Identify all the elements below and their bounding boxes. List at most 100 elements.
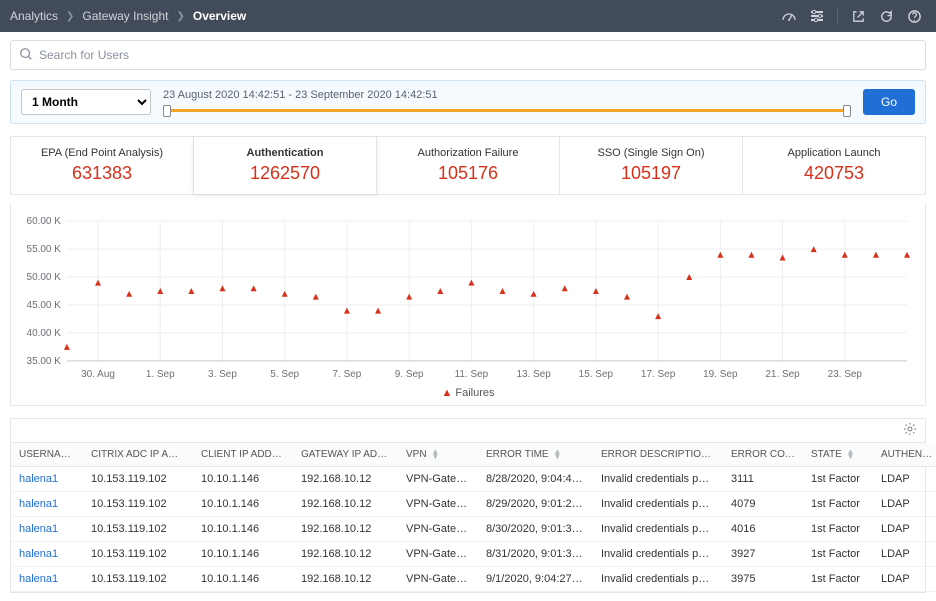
stat-card-4[interactable]: Application Launch 420753: [743, 137, 925, 194]
col-client-ip-address[interactable]: CLIENT IP ADDRESS ▲▼: [193, 443, 293, 467]
svg-text:15. Sep: 15. Sep: [579, 369, 614, 380]
col-state[interactable]: STATE ▲▼: [803, 443, 873, 467]
go-button[interactable]: Go: [863, 89, 915, 115]
refresh-icon[interactable]: [874, 4, 898, 28]
cell: 10.10.1.146: [193, 467, 293, 492]
svg-text:30. Aug: 30. Aug: [81, 369, 115, 380]
table-row[interactable]: halena110.153.119.10210.10.1.146192.168.…: [11, 492, 936, 517]
table-row[interactable]: halena110.153.119.10210.10.1.146192.168.…: [11, 542, 936, 567]
external-link-icon[interactable]: [846, 4, 870, 28]
range-select[interactable]: 1 Month: [21, 89, 151, 115]
cell[interactable]: halena1: [11, 567, 83, 592]
cell: Invalid credentials passed: [593, 467, 723, 492]
range-slider: 23 August 2020 14:42:51 - 23 September 2…: [163, 89, 851, 115]
cell: 4016: [723, 517, 803, 542]
stat-card-0[interactable]: EPA (End Point Analysis)631383: [11, 137, 194, 194]
stat-value: 105197: [564, 163, 738, 184]
search-input[interactable]: [39, 48, 917, 62]
data-table: USERNAME ▲▼CITRIX ADC IP ADDRESS ▲▼CLIEN…: [11, 443, 936, 592]
search-bar[interactable]: [10, 40, 926, 70]
table-toolbar: [11, 419, 925, 443]
cell: 8/29/2020, 9:01:20 PM: [478, 492, 593, 517]
stat-value: 105176: [381, 163, 555, 184]
cell: 1st Factor: [803, 467, 873, 492]
breadcrumb: Analytics ❯ Gateway Insight ❯ Overview: [10, 9, 246, 23]
slider-line: [169, 109, 845, 112]
gear-icon[interactable]: [903, 422, 917, 439]
cell: Invalid credentials passed: [593, 517, 723, 542]
breadcrumb-gateway-insight[interactable]: Gateway Insight: [82, 9, 168, 23]
cell: 10.153.119.102: [83, 467, 193, 492]
table-header-row: USERNAME ▲▼CITRIX ADC IP ADDRESS ▲▼CLIEN…: [11, 443, 936, 467]
cell[interactable]: halena1: [11, 467, 83, 492]
cell: 8/28/2020, 9:04:44 PM: [478, 467, 593, 492]
cell[interactable]: halena1: [11, 492, 83, 517]
cell: Invalid credentials passed: [593, 567, 723, 592]
table-row[interactable]: halena110.153.119.10210.10.1.146192.168.…: [11, 467, 936, 492]
chart-area: 35.00 K40.00 K45.00 K50.00 K55.00 K60.00…: [10, 203, 926, 406]
svg-text:21. Sep: 21. Sep: [765, 369, 800, 380]
stat-value: 631383: [15, 163, 189, 184]
topbar: Analytics ❯ Gateway Insight ❯ Overview: [0, 0, 936, 32]
range-select-wrap: 1 Month: [21, 89, 151, 115]
cell: Invalid credentials passed: [593, 492, 723, 517]
legend-label: Failures: [455, 387, 494, 399]
cell: 1st Factor: [803, 492, 873, 517]
cell: 10.10.1.146: [193, 517, 293, 542]
chart-legend: ▲ Failures: [19, 387, 917, 399]
gauge-icon[interactable]: [777, 4, 801, 28]
stat-card-3[interactable]: SSO (Single Sign On) 105197: [560, 137, 743, 194]
svg-text:13. Sep: 13. Sep: [516, 369, 551, 380]
stats-row: EPA (End Point Analysis)631383Authentica…: [10, 136, 926, 195]
svg-text:19. Sep: 19. Sep: [703, 369, 738, 380]
cell: Invalid credentials passed: [593, 542, 723, 567]
help-icon[interactable]: [902, 4, 926, 28]
col-error-description[interactable]: ERROR DESCRIPTION ▲▼: [593, 443, 723, 467]
cell: 192.168.10.12: [293, 542, 398, 567]
cell: 4079: [723, 492, 803, 517]
col-vpn[interactable]: VPN ▲▼: [398, 443, 478, 467]
svg-text:11. Sep: 11. Sep: [455, 369, 489, 380]
cell: LDAP: [873, 517, 936, 542]
svg-text:5. Sep: 5. Sep: [270, 369, 299, 380]
range-label: 23 August 2020 14:42:51 - 23 September 2…: [163, 89, 851, 101]
svg-text:60.00 K: 60.00 K: [27, 216, 62, 227]
table-row[interactable]: halena110.153.119.10210.10.1.146192.168.…: [11, 517, 936, 542]
slider-handle-end[interactable]: [843, 105, 851, 117]
svg-text:45.00 K: 45.00 K: [27, 300, 62, 311]
failures-chart: 35.00 K40.00 K45.00 K50.00 K55.00 K60.00…: [19, 213, 917, 383]
svg-text:40.00 K: 40.00 K: [27, 328, 62, 339]
content: 1 Month 23 August 2020 14:42:51 - 23 Sep…: [0, 32, 936, 601]
cell: VPN-Gateway: [398, 517, 478, 542]
chevron-right-icon: ❯: [66, 11, 74, 22]
col-authentication[interactable]: AUTHENTICATION ▲▼: [873, 443, 936, 467]
cell: 1st Factor: [803, 517, 873, 542]
cell[interactable]: halena1: [11, 542, 83, 567]
cell: LDAP: [873, 467, 936, 492]
cell: 3975: [723, 567, 803, 592]
svg-text:50.00 K: 50.00 K: [27, 272, 62, 283]
breadcrumb-analytics[interactable]: Analytics: [10, 9, 58, 23]
col-username[interactable]: USERNAME ▲▼: [11, 443, 83, 467]
settings-sliders-icon[interactable]: [805, 4, 829, 28]
slider-handle-start[interactable]: [163, 105, 171, 117]
cell[interactable]: halena1: [11, 517, 83, 542]
cell: 3927: [723, 542, 803, 567]
cell: 10.153.119.102: [83, 517, 193, 542]
stat-title: SSO (Single Sign On): [564, 147, 738, 159]
table-body: halena110.153.119.10210.10.1.146192.168.…: [11, 467, 936, 592]
col-gateway-ip-address[interactable]: GATEWAY IP ADDRESS ▲▼: [293, 443, 398, 467]
breadcrumb-overview: Overview: [193, 9, 246, 23]
col-error-time[interactable]: ERROR TIME ▲▼: [478, 443, 593, 467]
slider-track: [163, 105, 851, 115]
stat-title: Application Launch: [747, 147, 921, 159]
svg-text:3. Sep: 3. Sep: [208, 369, 237, 380]
table-row[interactable]: halena110.153.119.10210.10.1.146192.168.…: [11, 567, 936, 592]
stat-value: 1262570: [198, 163, 372, 184]
svg-text:17. Sep: 17. Sep: [641, 369, 676, 380]
stat-card-2[interactable]: Authorization Failure105176: [377, 137, 560, 194]
stat-value: 420753: [747, 163, 921, 184]
col-error-count[interactable]: ERROR COUNT ▲▼: [723, 443, 803, 467]
stat-card-1[interactable]: Authentication1262570: [194, 137, 377, 194]
col-citrix-adc-ip-address[interactable]: CITRIX ADC IP ADDRESS ▲▼: [83, 443, 193, 467]
